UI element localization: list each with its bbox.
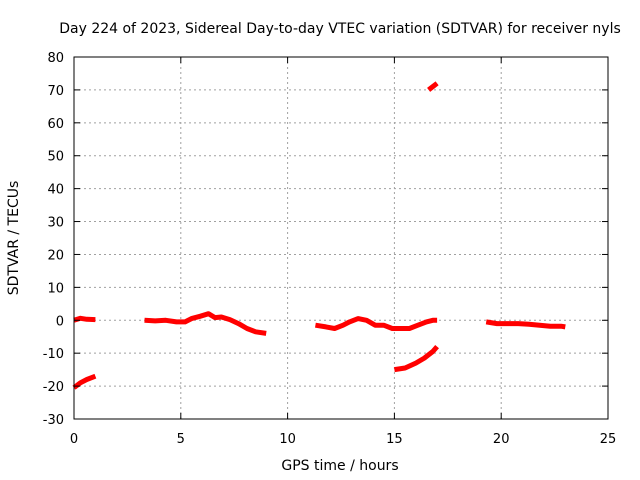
series-segment-4 bbox=[315, 316, 438, 331]
x-tick-label: 15 bbox=[386, 432, 403, 447]
y-tick-label: 80 bbox=[47, 51, 64, 66]
y-tick-label: 10 bbox=[47, 281, 64, 296]
y-tick-label: 50 bbox=[47, 150, 64, 165]
data-series bbox=[72, 81, 566, 390]
grid-lines bbox=[74, 57, 608, 419]
x-tick-label: 5 bbox=[177, 432, 185, 447]
y-axis-label: SDTVAR / TECUs bbox=[6, 181, 22, 296]
y-tick-label: -10 bbox=[43, 347, 64, 362]
series-segment-3 bbox=[144, 311, 267, 336]
y-tick-labels: -30 -20 -10 0 10 20 30 40 50 60 70 80 bbox=[43, 51, 64, 428]
plot-area bbox=[72, 56, 609, 420]
y-tick-label: -30 bbox=[43, 413, 64, 428]
series-segment-1 bbox=[73, 315, 96, 323]
x-tick-label: 20 bbox=[493, 432, 510, 447]
x-axis-label: GPS time / hours bbox=[281, 458, 398, 474]
x-tick-label: 25 bbox=[600, 432, 617, 447]
series-segment-2 bbox=[72, 373, 97, 390]
axis-ticks bbox=[73, 56, 609, 420]
series-segment-5 bbox=[394, 344, 439, 373]
y-tick-label: 70 bbox=[47, 84, 64, 99]
series-segment-6 bbox=[427, 81, 439, 92]
x-tick-labels: 0 5 10 15 20 25 bbox=[70, 432, 616, 447]
series-segment-7 bbox=[485, 319, 566, 330]
y-tick-label: 0 bbox=[56, 314, 64, 329]
y-tick-label: 30 bbox=[47, 216, 64, 231]
y-tick-label: 40 bbox=[47, 183, 64, 198]
chart-title: Day 224 of 2023, Sidereal Day-to-day VTE… bbox=[59, 21, 621, 37]
x-tick-label: 10 bbox=[279, 432, 296, 447]
x-tick-label: 0 bbox=[70, 432, 78, 447]
y-tick-label: 20 bbox=[47, 248, 64, 263]
y-tick-label: 60 bbox=[47, 117, 64, 132]
y-tick-label: -20 bbox=[43, 380, 64, 395]
plot-frame bbox=[73, 56, 609, 420]
